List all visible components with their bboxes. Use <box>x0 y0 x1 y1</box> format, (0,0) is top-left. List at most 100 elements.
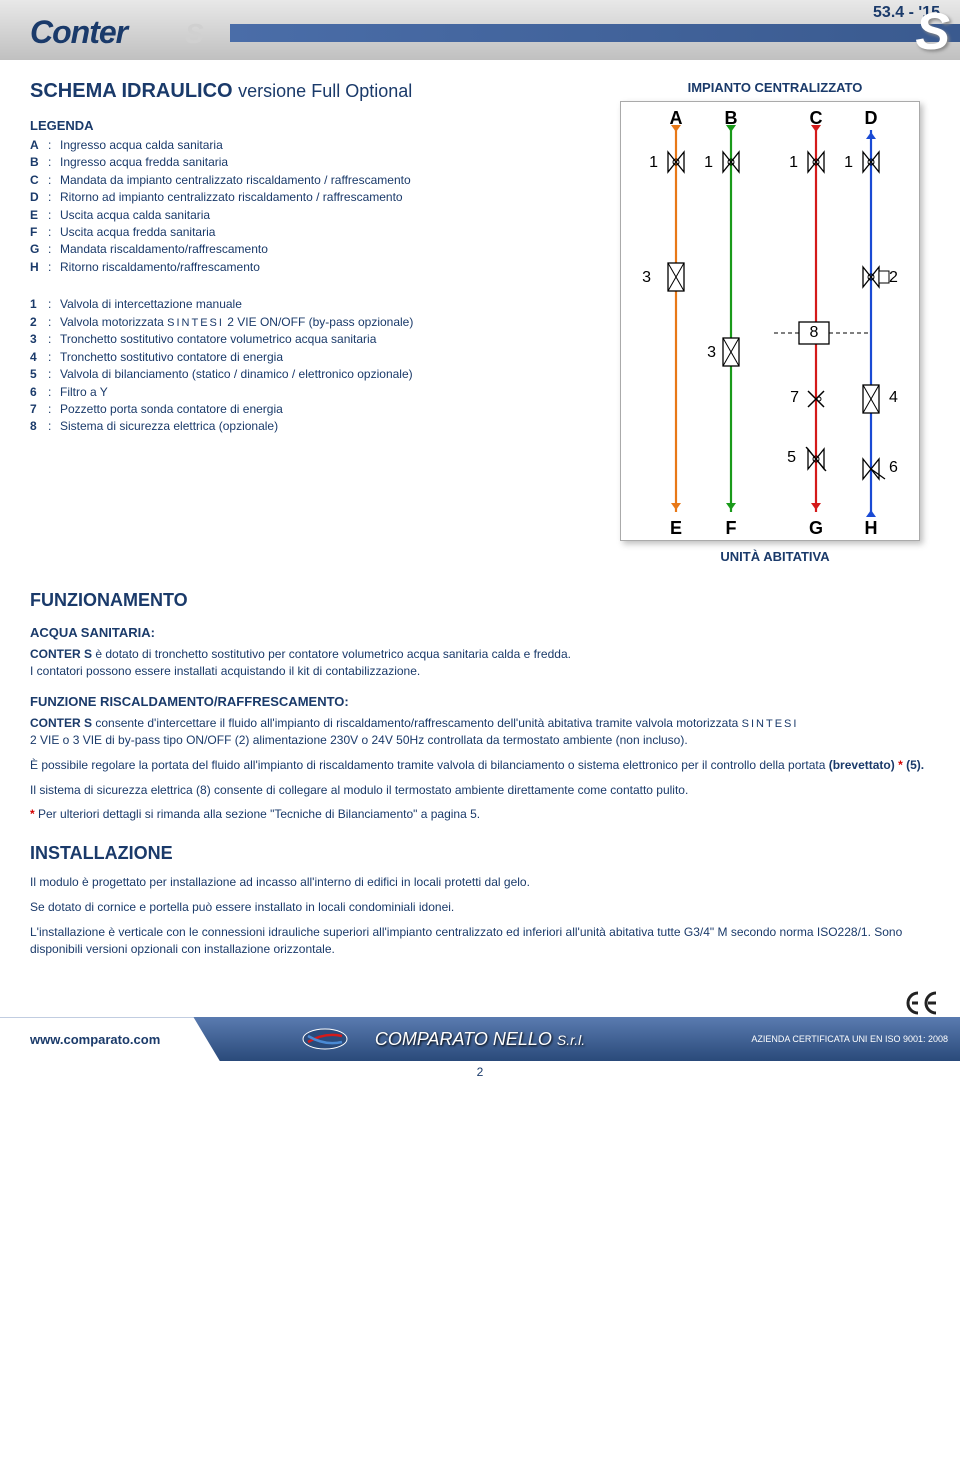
legenda-key: 7 <box>30 401 48 418</box>
logo-conter: Conter <box>30 14 127 51</box>
p-risc-4: * Per ulteriori dettagli si rimanda alla… <box>30 806 930 823</box>
svg-text:5: 5 <box>787 449 796 466</box>
legenda-row: G: Mandata riscaldamento/raffrescamento <box>30 241 590 258</box>
svg-text:3: 3 <box>642 269 651 286</box>
funzionamento-heading: FUNZIONAMENTO <box>30 590 930 611</box>
legenda-key: A <box>30 137 48 154</box>
legenda-text: Mandata riscaldamento/raffrescamento <box>60 241 268 258</box>
logo-s-big: S <box>915 2 950 62</box>
footer-cert: AZIENDA CERTIFICATA UNI EN ISO 9001: 200… <box>751 1034 948 1044</box>
svg-text:1: 1 <box>649 154 658 171</box>
svg-text:4: 4 <box>889 389 898 406</box>
diagram-caption-top: IMPIANTO CENTRALIZZATO <box>620 80 930 95</box>
header-bar: 53.4 - '15 Conter S S <box>0 0 960 60</box>
p-inst-2: Se dotato di cornice e portella può esse… <box>30 899 930 916</box>
legenda-key: H <box>30 259 48 276</box>
legenda-row: D: Ritorno ad impianto centralizzato ris… <box>30 189 590 206</box>
sintesi-brand: SINTESI <box>742 718 799 730</box>
hydraulic-diagram: ABCDEFGH111133827456 <box>620 101 920 541</box>
diagram-caption-bottom: UNITÀ ABITATIVA <box>620 549 930 564</box>
legenda-row: 1: Valvola di intercettazione manuale <box>30 296 590 313</box>
legenda-text: Sistema di sicurezza elettrica (opzional… <box>60 418 278 435</box>
legenda-text: Valvola motorizzata SINTESI 2 VIE ON/OFF… <box>60 314 413 332</box>
footer-logo-icon <box>300 1024 350 1054</box>
legenda-key: 5 <box>30 366 48 383</box>
svg-text:H: H <box>865 518 878 538</box>
legenda-letters-block: LEGENDA A: Ingresso acqua calda sanitari… <box>30 118 590 276</box>
p-risc-3: Il sistema di sicurezza elettrica (8) co… <box>30 782 930 799</box>
legenda-numbers-block: 1: Valvola di intercettazione manuale2: … <box>30 296 590 436</box>
p-risc-2: È possibile regolare la portata del flui… <box>30 757 930 774</box>
ce-mark <box>906 989 946 1024</box>
svg-text:8: 8 <box>810 324 819 341</box>
header-blue-strip <box>230 24 960 42</box>
legenda-row: 6: Filtro a Y <box>30 384 590 401</box>
legenda-text: Pozzetto porta sonda contatore di energi… <box>60 401 283 418</box>
footer-company: COMPARATO NELLO S.r.l. <box>375 1029 585 1050</box>
sub-acqua-sanitaria: ACQUA SANITARIA: <box>30 625 930 640</box>
svg-text:G: G <box>809 518 823 538</box>
legenda-text: Tronchetto sostitutivo contatore di ener… <box>60 349 283 366</box>
svg-text:E: E <box>670 518 682 538</box>
legenda-key: 3 <box>30 331 48 348</box>
svg-text:6: 6 <box>889 459 898 476</box>
footer-url: www.comparato.com <box>0 1017 220 1061</box>
legenda-key: 4 <box>30 349 48 366</box>
legenda-text: Ritorno riscaldamento/raffrescamento <box>60 259 260 276</box>
legenda-text: Ingresso acqua calda sanitaria <box>60 137 223 154</box>
legenda-text: Valvola di intercettazione manuale <box>60 296 242 313</box>
installazione-heading: INSTALLAZIONE <box>30 843 930 864</box>
legenda-row: E: Uscita acqua calda sanitaria <box>30 207 590 224</box>
page-title: SCHEMA IDRAULICO versione Full Optional <box>30 80 590 103</box>
legenda-text: Mandata da impianto centralizzato riscal… <box>60 172 411 189</box>
legenda-row: F: Uscita acqua fredda sanitaria <box>30 224 590 241</box>
title-sub: versione Full Optional <box>238 81 412 101</box>
legenda-key: F <box>30 224 48 241</box>
diagram-svg: ABCDEFGH111133827456 <box>621 102 921 542</box>
legenda-key: 2 <box>30 314 48 332</box>
legenda-row: 2: Valvola motorizzata SINTESI 2 VIE ON/… <box>30 314 590 332</box>
svg-text:D: D <box>865 108 878 128</box>
legenda-key: C <box>30 172 48 189</box>
legenda-key: E <box>30 207 48 224</box>
sub-riscaldamento: FUNZIONE RISCALDAMENTO/RAFFRESCAMENTO: <box>30 694 930 709</box>
svg-text:1: 1 <box>789 154 798 171</box>
svg-text:7: 7 <box>790 389 799 406</box>
legenda-text: Valvola di bilanciamento (statico / dina… <box>60 366 413 383</box>
conter-s-bold-2: CONTER S <box>30 716 92 730</box>
title-main: SCHEMA IDRAULICO <box>30 80 233 102</box>
legenda-row: 7: Pozzetto porta sonda contatore di ene… <box>30 401 590 418</box>
svg-text:1: 1 <box>704 154 713 171</box>
legenda-text: Filtro a Y <box>60 384 108 401</box>
legenda-text: Ingresso acqua fredda sanitaria <box>60 154 228 171</box>
page-number: 2 <box>0 1065 960 1079</box>
svg-text:2: 2 <box>889 269 898 286</box>
legenda-text: Ritorno ad impianto centralizzato riscal… <box>60 189 403 206</box>
svg-text:3: 3 <box>707 344 716 361</box>
legenda-row: A: Ingresso acqua calda sanitaria <box>30 137 590 154</box>
legenda-key: G <box>30 241 48 258</box>
legenda-row: C: Mandata da impianto centralizzato ris… <box>30 172 590 189</box>
p-inst-1: Il modulo è progettato per installazione… <box>30 874 930 891</box>
svg-text:F: F <box>726 518 737 538</box>
legenda-text: Uscita acqua fredda sanitaria <box>60 224 215 241</box>
footer-bar: www.comparato.com COMPARATO NELLO S.r.l.… <box>0 1017 960 1061</box>
legenda-key: 6 <box>30 384 48 401</box>
legenda-row: 8: Sistema di sicurezza elettrica (opzio… <box>30 418 590 435</box>
conter-s-bold: CONTER S <box>30 647 92 661</box>
legenda-row: B: Ingresso acqua fredda sanitaria <box>30 154 590 171</box>
legenda-text: Tronchetto sostitutivo contatore volumet… <box>60 331 376 348</box>
legenda-row: H: Ritorno riscaldamento/raffrescamento <box>30 259 590 276</box>
legenda-heading: LEGENDA <box>30 118 590 133</box>
legenda-key: D <box>30 189 48 206</box>
legenda-row: 3: Tronchetto sostitutivo contatore volu… <box>30 331 590 348</box>
legenda-key: 8 <box>30 418 48 435</box>
svg-text:1: 1 <box>844 154 853 171</box>
logo-s-small: S <box>185 18 204 50</box>
legenda-text: Uscita acqua calda sanitaria <box>60 207 210 224</box>
legenda-row: 4: Tronchetto sostitutivo contatore di e… <box>30 349 590 366</box>
legenda-key: 1 <box>30 296 48 313</box>
p-inst-3: L'installazione è verticale con le conne… <box>30 924 930 958</box>
legenda-key: B <box>30 154 48 171</box>
legenda-row: 5: Valvola di bilanciamento (statico / d… <box>30 366 590 383</box>
